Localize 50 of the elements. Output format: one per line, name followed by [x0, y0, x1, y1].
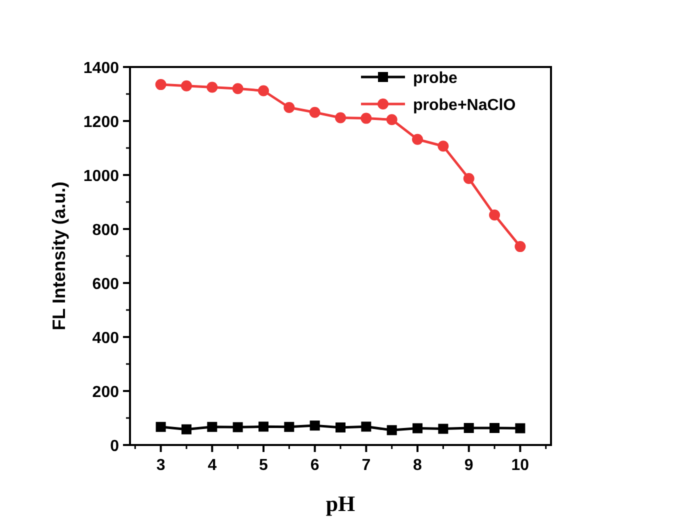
x-tick-label: 9	[464, 457, 474, 474]
point	[258, 422, 268, 432]
point	[464, 422, 474, 433]
point	[438, 140, 449, 152]
point	[207, 422, 218, 432]
y-tick-label: 600	[92, 276, 120, 293]
point	[181, 424, 192, 434]
y-tick-label: 1200	[83, 114, 120, 131]
point	[515, 423, 526, 434]
x-tick-label: 3	[156, 457, 166, 474]
point	[180, 80, 192, 92]
legend-label: probe	[413, 70, 458, 87]
point	[336, 422, 346, 432]
point	[310, 420, 320, 431]
point	[463, 173, 474, 184]
x-tick-label: 8	[413, 457, 422, 474]
point	[489, 209, 500, 220]
y-axis-title: FL Intensity (a.u.)	[49, 182, 69, 330]
point	[284, 102, 295, 113]
x-tick-label: 5	[259, 457, 268, 474]
y-tick-label: 400	[92, 330, 120, 347]
y-tick-label: 200	[92, 384, 120, 401]
y-tick-label: 0	[110, 438, 120, 455]
point	[155, 79, 166, 90]
y-tick-label: 1000	[83, 168, 120, 185]
x-tick-label: 4	[208, 457, 217, 474]
point	[335, 112, 346, 124]
x-tick-label: 7	[362, 457, 371, 474]
point	[412, 134, 424, 145]
x-tick-label: 6	[310, 457, 320, 474]
point	[206, 82, 218, 93]
point	[309, 106, 320, 118]
point	[361, 422, 372, 432]
x-axis-title: pH	[326, 491, 356, 516]
point	[386, 425, 397, 436]
point	[156, 422, 166, 432]
point	[438, 424, 448, 434]
point	[232, 83, 244, 94]
point	[284, 422, 294, 432]
x-tick-label: 10	[511, 457, 530, 474]
point	[360, 112, 372, 124]
y-tick-label: 800	[92, 222, 120, 239]
point	[490, 422, 500, 433]
point	[258, 85, 269, 96]
legend-label: probe+NaClO	[413, 97, 516, 114]
point	[412, 423, 423, 434]
point	[514, 241, 526, 252]
y-tick-label: 1400	[83, 60, 120, 77]
point	[232, 422, 243, 432]
point	[386, 114, 398, 126]
